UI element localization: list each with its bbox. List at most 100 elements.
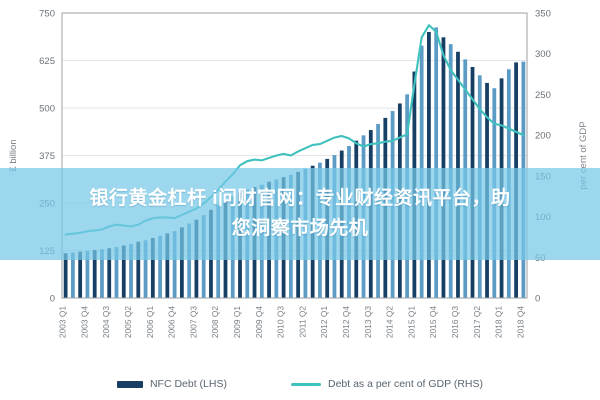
- bar: [506, 69, 511, 299]
- svg-text:2009 Q4: 2009 Q4: [254, 306, 264, 338]
- bar: [419, 45, 424, 299]
- bar: [63, 253, 68, 298]
- bar: [361, 135, 366, 298]
- bar: [92, 250, 97, 298]
- bar: [245, 189, 250, 298]
- bar: [448, 44, 453, 298]
- svg-text:2008 Q2: 2008 Q2: [210, 306, 220, 338]
- bar: [78, 251, 83, 298]
- axis-titles: £ billion per cent of GDP: [8, 121, 589, 189]
- svg-text:50: 50: [535, 253, 546, 264]
- bar: [281, 177, 286, 298]
- bar: [194, 219, 199, 298]
- svg-text:2012 Q1: 2012 Q1: [319, 306, 329, 338]
- svg-text:2015 Q1: 2015 Q1: [406, 306, 416, 338]
- svg-text:2015 Q4: 2015 Q4: [428, 306, 438, 338]
- legend-label-debt-pct-gdp: Debt as a per cent of GDP (RHS): [327, 378, 484, 390]
- bar: [143, 240, 148, 298]
- bar: [129, 244, 133, 298]
- bar: [514, 62, 518, 299]
- bar: [383, 117, 388, 298]
- bar: [456, 51, 460, 299]
- svg-text:350: 350: [535, 9, 551, 20]
- bar: [339, 150, 344, 298]
- y-axis-ticks: 0 125 250 375 500 625 750: [39, 9, 55, 305]
- svg-text:2005 Q2: 2005 Q2: [123, 306, 133, 338]
- bar: [259, 184, 264, 298]
- bar: [230, 196, 235, 298]
- bar: [158, 235, 162, 298]
- bar: [267, 181, 271, 298]
- svg-text:375: 375: [39, 151, 55, 162]
- bar: [201, 215, 206, 298]
- svg-text:2018 Q1: 2018 Q1: [494, 306, 504, 338]
- svg-text:2010 Q3: 2010 Q3: [276, 306, 286, 338]
- svg-text:2017 Q2: 2017 Q2: [472, 306, 482, 338]
- axes: [61, 12, 528, 299]
- bar: [165, 233, 170, 298]
- svg-text:150: 150: [535, 171, 551, 182]
- svg-text:2014 Q2: 2014 Q2: [385, 306, 395, 338]
- bar: [187, 223, 192, 298]
- svg-text:250: 250: [535, 90, 551, 101]
- svg-text:2018 Q4: 2018 Q4: [515, 306, 525, 338]
- bar: [310, 165, 315, 298]
- legend-swatch-line: [290, 382, 321, 386]
- bar: [296, 171, 301, 298]
- bar: [274, 179, 279, 298]
- bar: [427, 32, 431, 298]
- svg-text:625: 625: [39, 56, 55, 67]
- bar: [318, 162, 322, 298]
- bar: [288, 174, 293, 298]
- svg-text:2016 Q3: 2016 Q3: [450, 306, 460, 338]
- bar: [114, 247, 119, 298]
- bar: [121, 245, 126, 298]
- bar: [172, 231, 177, 298]
- svg-text:2003 Q1: 2003 Q1: [58, 306, 68, 338]
- bar: [238, 192, 242, 298]
- bar: [463, 59, 468, 298]
- bar: [136, 241, 141, 298]
- bar-series: [63, 27, 526, 299]
- bar: [397, 103, 402, 298]
- svg-text:0: 0: [50, 294, 55, 305]
- bar: [354, 140, 359, 298]
- svg-text:2013 Q3: 2013 Q3: [363, 306, 373, 338]
- bar: [441, 37, 446, 298]
- bar: [179, 227, 184, 298]
- bar: [332, 155, 337, 298]
- bar: [107, 248, 112, 298]
- bar: [150, 237, 155, 298]
- svg-text:£ billion: £ billion: [8, 139, 19, 171]
- bar: [492, 88, 497, 299]
- svg-text:500: 500: [39, 104, 55, 115]
- legend-item-debt-pct-gdp: Debt as a per cent of GDP (RHS): [290, 378, 484, 390]
- svg-text:2006 Q4: 2006 Q4: [167, 306, 177, 338]
- bar: [71, 252, 75, 298]
- bar: [223, 199, 228, 298]
- bar: [252, 187, 257, 298]
- bar: [390, 111, 395, 298]
- bar: [303, 168, 308, 298]
- legend-swatch-bar: [116, 380, 143, 388]
- bar: [412, 71, 417, 299]
- svg-text:2004 Q3: 2004 Q3: [101, 306, 111, 338]
- svg-text:2003 Q4: 2003 Q4: [79, 306, 89, 338]
- bar: [521, 61, 526, 298]
- svg-text:100: 100: [535, 212, 551, 223]
- bar: [216, 204, 221, 298]
- bar: [368, 130, 373, 298]
- bar: [325, 158, 330, 298]
- legend-item-nfc-debt: NFC Debt (LHS): [116, 378, 227, 390]
- svg-text:125: 125: [39, 246, 55, 257]
- bar: [499, 78, 504, 298]
- svg-text:per cent of GDP: per cent of GDP: [578, 121, 589, 189]
- bar: [376, 123, 380, 299]
- svg-text:200: 200: [535, 131, 551, 142]
- svg-text:250: 250: [39, 199, 55, 210]
- bar: [100, 249, 104, 298]
- svg-text:2012 Q4: 2012 Q4: [341, 306, 351, 338]
- chart-legend: NFC Debt (LHS) Debt as a per cent of GDP…: [0, 372, 600, 396]
